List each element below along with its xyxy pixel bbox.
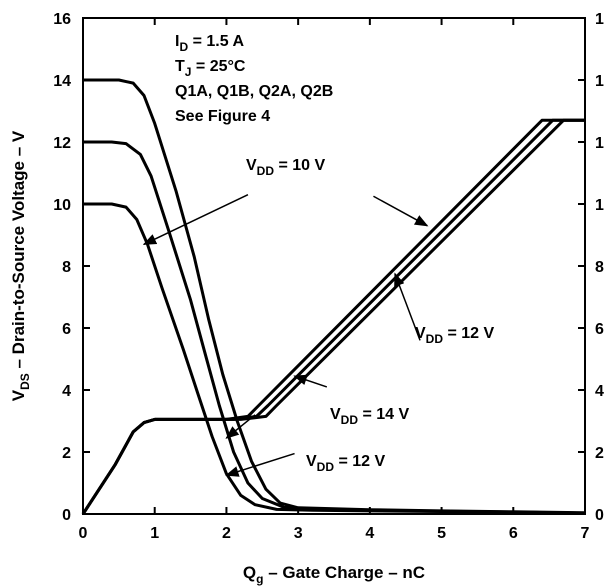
x-tick-label: 1	[150, 525, 159, 542]
label-vdd-12v-lower: VDD = 12 V	[306, 453, 385, 474]
plot-frame	[82, 17, 586, 515]
y2-tick-label: 4	[595, 383, 604, 400]
annotation-arrow-1	[373, 195, 429, 227]
axis-ticks: 0 1 2 3 4 5 6 70 02 24 46 68 810 112 114 116 1	[53, 11, 604, 542]
x-tick-label: 0	[79, 525, 88, 542]
condition-temperature: TJ = 25°C	[175, 58, 246, 79]
y-tick-label: 8	[62, 259, 71, 276]
y-tick-label: 12	[53, 135, 71, 152]
y2-tick-label: 0	[595, 507, 604, 524]
label-vdd-12v-upper: VDD = 12 V	[415, 325, 494, 346]
annotation-arrow-3	[293, 374, 328, 388]
condition-current: ID = 1.5 A	[175, 33, 244, 54]
x-tick-label: 3	[294, 525, 303, 542]
label-vdd-10v: VDD = 10 V	[246, 157, 325, 178]
y-tick-label: 0	[62, 507, 71, 524]
series-group	[81, 78, 586, 515]
x-tick-label: 5	[437, 525, 446, 542]
y-tick-label: 6	[62, 321, 71, 338]
x-tick-label: 7	[581, 525, 590, 542]
y-tick-label: 14	[53, 73, 71, 90]
y2-tick-label: 1	[595, 73, 604, 90]
annotation-arrow-4	[225, 414, 256, 439]
annotation-arrow-2	[394, 272, 421, 341]
y-tick-label: 10	[53, 197, 71, 214]
y2-tick-label: 1	[595, 11, 604, 28]
label-vdd-14v: VDD = 14 V	[330, 406, 409, 427]
x-axis-label: Qg – Gate Charge – nC	[243, 563, 425, 586]
x-tick-label: 4	[365, 525, 374, 542]
annotation-arrow-0	[142, 194, 249, 245]
condition-figure-ref: See Figure 4	[175, 108, 270, 125]
y2-tick-label: 8	[595, 259, 604, 276]
y-tick-label: 2	[62, 445, 71, 462]
series-line-5	[81, 118, 585, 515]
x-tick-label: 2	[222, 525, 231, 542]
condition-devices: Q1A, Q1B, Q2A, Q2B	[175, 83, 333, 100]
series-line-2	[83, 78, 586, 515]
annotation-arrow-5	[225, 452, 295, 477]
y2-tick-label: 2	[595, 445, 604, 462]
y-tick-label: 4	[62, 383, 71, 400]
y2-tick-label: 1	[595, 197, 604, 214]
x-tick-label: 6	[509, 525, 518, 542]
y2-tick-label: 6	[595, 321, 604, 338]
y-tick-label: 16	[53, 11, 71, 28]
y-axis-label: VDS – Drain-to-Source Voltage – V	[9, 130, 32, 401]
annotation-arrows	[142, 194, 429, 477]
y2-tick-label: 1	[595, 135, 604, 152]
